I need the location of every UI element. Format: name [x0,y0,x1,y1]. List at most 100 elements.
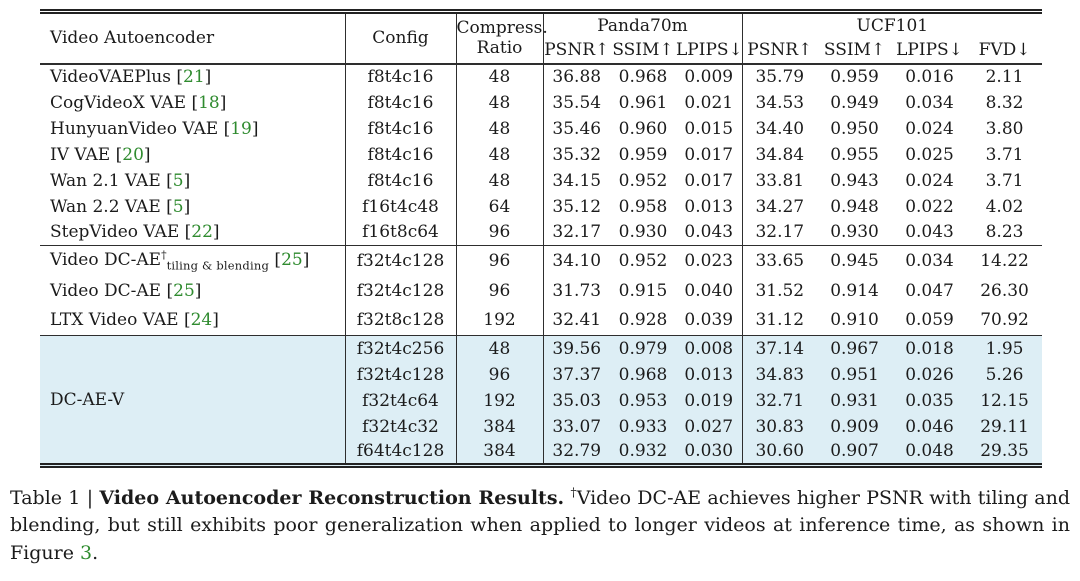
table-row: Video DC-AE†tiling & blending [25] f32t4c… [40,245,1043,276]
ucf101-metric-cell: 70.92 [980,310,1029,331]
ucf101-metric-cell: 29.35 [967,439,1043,468]
figure-reference-link[interactable]: 3 [80,541,93,564]
config-cell: f16t4c48 [345,193,457,220]
compress-ratio-cell: 384 [456,439,544,468]
ucf101-metric-cell: 33.81 [755,170,805,191]
citation-link[interactable]: 20 [122,144,144,165]
panda70m-metric-cell: 35.32 [552,144,602,165]
model-name-cell: HunyuanVideo VAE [19] [40,115,346,142]
panda70m-metric-cell: 32.79 [543,439,610,468]
panda70m-metric-cell: 0.979 [610,335,676,362]
panda70m-metric-cell: 39.56 [543,335,610,362]
compress-ratio-cell: 64 [456,193,544,220]
ucf101-metric-cell: 35.79 [755,67,805,87]
compress-ratio-cell: 192 [456,305,544,336]
panda70m-metric-cell: 35.12 [552,196,602,217]
metric-header-ucf-fvd: FVD↓ [967,37,1043,65]
table-row: LTX Video VAE [24] f32t8c128 192 32.41 0.928… [40,305,1042,336]
config-cell: f16t8c64 [345,219,457,246]
citation-link[interactable]: 24 [190,310,213,331]
citation-link[interactable]: 25 [281,249,303,270]
caption-label: Table 1 [10,487,81,509]
caption-title: Video Autoencoder Reconstruction Results… [99,487,565,509]
ucf101-metric-cell: 0.945 [817,245,893,276]
table-row: CogVideoX VAE [18] f8t4c16 48 35.54 0.961 0.0… [40,89,1042,116]
metric-header-panda-psnr: PSNR↑ [543,37,610,65]
panda70m-metric-cell: 0.958 [618,196,668,217]
citation-link[interactable]: 5 [172,170,184,191]
config-cell: f8t4c16 [345,63,457,90]
col-header-compress-ratio: Compress. Ratio [456,9,548,65]
ucf101-metric-cell: 0.059 [905,310,954,331]
panda70m-metric-cell: 33.07 [543,413,610,440]
ucf101-metric-cell: 34.83 [742,361,818,388]
panda70m-metric-cell: 0.009 [676,63,743,90]
panda70m-metric-cell: 0.015 [676,115,743,142]
panda70m-metric-cell: 0.953 [610,387,676,414]
ucf101-metric-cell: 0.955 [830,144,879,165]
model-name-cell: StepVideo VAE [22] [40,219,346,246]
config-cell: f8t4c16 [345,115,457,142]
model-name-cell: CogVideoX VAE [18] [40,89,346,116]
panda70m-metric-cell: 0.039 [676,305,743,336]
config-cell: f32t4c256 [345,335,457,362]
panda70m-metric-cell: 0.023 [676,245,743,276]
ucf101-metric-cell: 34.84 [755,144,805,165]
panda70m-metric-cell: 35.03 [543,387,610,414]
ucf101-metric-cell: 0.046 [892,413,968,440]
panda70m-metric-cell: 0.021 [676,89,743,116]
citation-link[interactable]: 5 [172,196,184,217]
compress-ratio-cell: 48 [456,115,544,142]
ucf101-metric-cell: 4.02 [985,196,1024,217]
ucf101-metric-cell: 3.71 [985,170,1024,191]
panda70m-metric-cell: 35.54 [552,92,602,113]
panda70m-metric-cell: 0.928 [618,310,668,331]
caption-body: Video DC-AE achieves higher PSNR with ti… [10,487,1071,564]
group-header-ucf101: UCF101 [742,9,1043,38]
panda70m-metric-cell: 32.41 [552,310,602,331]
ucf101-metric-cell: 0.943 [830,170,879,191]
ucf101-metric-cell: 0.016 [905,67,954,87]
ucf101-metric-cell: 31.52 [755,280,805,301]
compress-ratio-cell: 48 [456,63,544,90]
citation-link[interactable]: 25 [173,280,195,301]
citation-link[interactable]: 19 [230,118,252,139]
paper-page: Video Autoencoder Config Compress. Ratio… [0,9,1080,581]
ucf101-metric-cell: 0.034 [892,245,968,276]
ucf101-metric-cell: 34.27 [755,196,805,217]
config-cell: f32t4c128 [345,245,457,276]
panda70m-metric-cell: 0.013 [676,193,743,220]
citation-link[interactable]: 18 [198,92,220,113]
model-name-subscript: tiling & blending [166,257,270,272]
config-cell: f8t4c16 [345,141,457,168]
panda70m-metric-cell: 0.930 [618,222,668,243]
group-header-panda70m: Panda70m [543,9,743,38]
ucf101-metric-cell: 0.909 [817,413,893,440]
table-caption: Table 1 | Video Autoencoder Reconstructi… [10,485,1070,567]
ucf101-metric-cell: 29.11 [967,413,1043,440]
panda70m-metric-cell: 0.030 [676,439,743,468]
ucf101-metric-cell: 2.11 [985,67,1024,87]
panda70m-metric-cell: 36.88 [552,67,602,87]
compress-ratio-cell: 96 [456,245,544,276]
ucf101-metric-cell: 0.048 [892,439,968,468]
citation-link[interactable]: 22 [191,222,213,243]
panda70m-metric-cell: 0.027 [676,413,743,440]
model-name-cell: Wan 2.1 VAE [5] [40,167,346,194]
panda70m-metric-cell: 31.73 [552,280,602,301]
table-row: IV VAE [20] f8t4c16 48 35.32 0.959 0.017 34.84… [40,141,1042,168]
config-cell: f64t4c128 [345,439,457,468]
metric-header-ucf-ssim: SSIM↑ [817,37,893,65]
ucf101-metric-cell: 0.931 [817,387,893,414]
caption-separator: | [86,487,94,509]
config-cell: f32t8c128 [345,305,457,336]
dagger-mark: † [161,247,167,261]
compress-ratio-cell: 96 [456,275,544,306]
compress-ratio-cell: 48 [456,167,544,194]
ucf101-metric-cell: 0.910 [830,310,879,331]
config-cell: f32t4c128 [345,275,457,306]
citation-link[interactable]: 21 [183,67,205,87]
table-row: Wan 2.2 VAE [5] f16t4c48 64 35.12 0.958 0.013… [40,193,1042,220]
panda70m-metric-cell: 0.008 [676,335,743,362]
compress-ratio-cell: 48 [456,335,544,362]
